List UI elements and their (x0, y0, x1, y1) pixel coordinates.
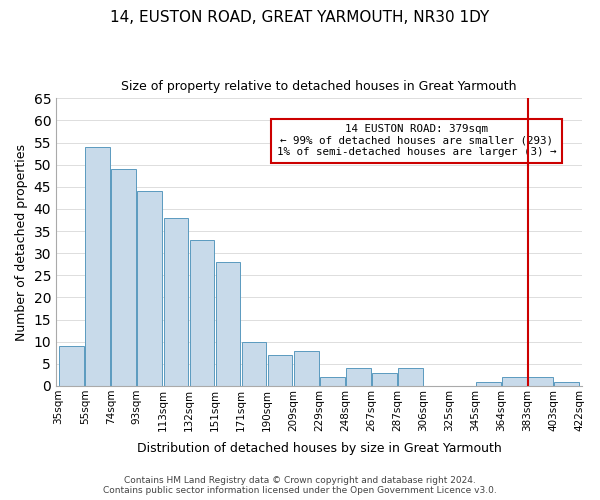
Bar (372, 372, 397, 386)
X-axis label: Distribution of detached houses by size in Great Yarmouth: Distribution of detached houses by size … (137, 442, 502, 455)
Bar (164, 218, 188, 386)
Bar (528, 377, 553, 386)
Y-axis label: Number of detached properties: Number of detached properties (15, 144, 28, 340)
Text: Contains HM Land Registry data © Crown copyright and database right 2024.
Contai: Contains HM Land Registry data © Crown c… (103, 476, 497, 495)
Bar (112, 169, 136, 386)
Bar (215, 262, 241, 386)
Bar (85, 147, 110, 386)
Bar (398, 368, 423, 386)
Bar (242, 342, 266, 386)
Bar (59, 346, 84, 386)
Bar (190, 240, 214, 386)
Bar (320, 377, 344, 386)
Text: 14 EUSTON ROAD: 379sqm
← 99% of detached houses are smaller (293)
1% of semi-det: 14 EUSTON ROAD: 379sqm ← 99% of detached… (277, 124, 556, 158)
Text: 14, EUSTON ROAD, GREAT YARMOUTH, NR30 1DY: 14, EUSTON ROAD, GREAT YARMOUTH, NR30 1D… (110, 10, 490, 25)
Bar (346, 368, 371, 386)
Title: Size of property relative to detached houses in Great Yarmouth: Size of property relative to detached ho… (121, 80, 517, 93)
Bar (554, 382, 579, 386)
Bar (502, 377, 527, 386)
Bar (476, 382, 501, 386)
Bar (268, 355, 292, 386)
Bar (294, 350, 319, 386)
Bar (137, 192, 162, 386)
